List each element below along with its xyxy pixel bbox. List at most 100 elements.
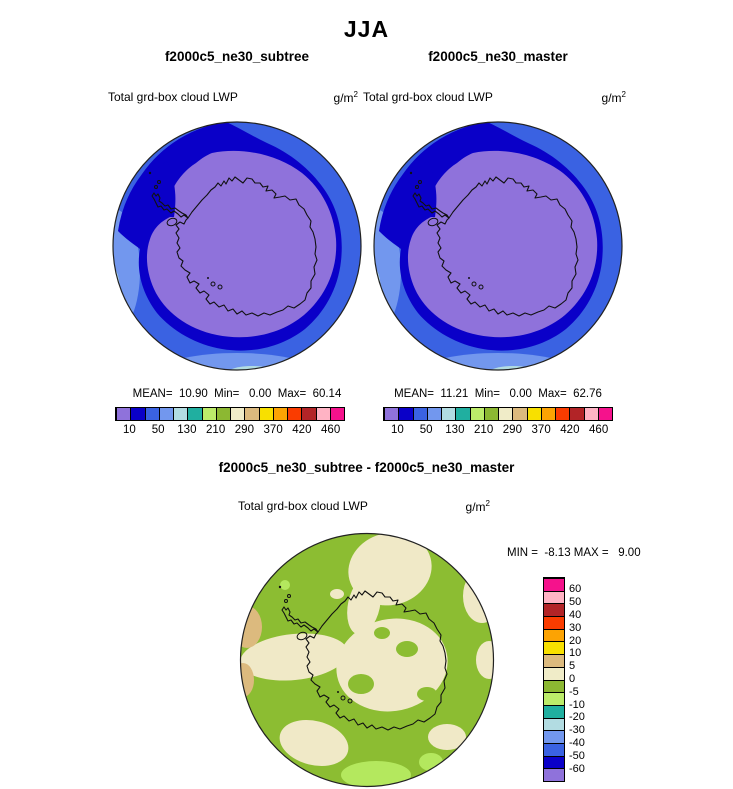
left-variable-line: Total grd-box cloud LWP g/m2: [108, 90, 358, 105]
colorbar-cell: [544, 578, 564, 591]
diff-units-label: g/m2: [465, 499, 490, 514]
colorbar-cell: [544, 666, 564, 680]
colorbar-cell: [512, 408, 527, 420]
colorbar-cell: [498, 408, 513, 420]
colorbar-tick-label: 10: [122, 424, 136, 436]
colorbar-tick-label: 40: [569, 608, 582, 621]
colorbar-tick-label: 20: [569, 634, 582, 647]
colorbar-tick-label: -5: [569, 685, 579, 698]
diff-variable-label: Total grd-box cloud LWP: [238, 499, 368, 513]
colorbar-diff: [543, 577, 565, 782]
colorbar-tick-label: 0: [569, 672, 576, 685]
colorbar-cell: [555, 408, 570, 420]
colorbar-tick-label: -40: [569, 736, 585, 749]
diff-minmax-line: MIN = -8.13 MAX = 9.00: [507, 547, 641, 559]
colorbar-cell: [187, 408, 202, 420]
colorbar-cell: [544, 742, 564, 756]
colorbar-tick-label: 10: [390, 424, 404, 436]
colorbar-tick-label: 50: [419, 424, 433, 436]
colorbar-tick-label: 290: [502, 424, 522, 436]
colorbar-cell: [544, 768, 564, 781]
colorbar-left: [115, 407, 345, 421]
colorbar-tick-label: 60: [569, 583, 582, 596]
colorbar-cell: [544, 704, 564, 718]
left-units-label: g/m2: [333, 90, 358, 105]
colorbar-tick-label: -30: [569, 724, 585, 737]
colorbar-cell: [469, 408, 484, 420]
colorbar-cell: [258, 408, 273, 420]
colorbar-tick-label: 420: [292, 424, 312, 436]
colorbar-tick-label: 370: [531, 424, 551, 436]
colorbar-tick-label: 5: [569, 660, 576, 673]
right-run-title: f2000c5_ne30_master: [428, 49, 568, 64]
colorbar-cell: [544, 755, 564, 769]
colorbar-cell: [244, 408, 259, 420]
colorbar-tick-label: 130: [445, 424, 465, 436]
colorbar-tick-label: 50: [151, 424, 165, 436]
colorbar-tick-label: 460: [589, 424, 609, 436]
colorbar-cell: [144, 408, 159, 420]
colorbar-cell: [544, 628, 564, 642]
colorbar-cell: [483, 408, 498, 420]
colorbar-cell: [173, 408, 188, 420]
colorbar-tick-label: -50: [569, 749, 585, 762]
colorbar-cell: [544, 603, 564, 617]
map-diff-lwp: [239, 532, 495, 788]
colorbar-cell: [116, 408, 131, 420]
right-variable-label: Total grd-box cloud LWP: [363, 90, 493, 104]
left-run-title: f2000c5_ne30_subtree: [164, 49, 310, 64]
colorbar-tick-label: 460: [321, 424, 341, 436]
colorbar-tick-label: 50: [569, 596, 582, 609]
colorbar-cell: [540, 408, 555, 420]
colorbar-cell: [441, 408, 456, 420]
season-title: JJA: [343, 16, 390, 42]
colorbar-tick-label: 210: [474, 424, 494, 436]
colorbar-cell: [544, 692, 564, 705]
colorbar-cell: [412, 408, 427, 420]
colorbar-tick-label: 30: [569, 621, 582, 634]
colorbar-tick-label: 130: [177, 424, 197, 436]
colorbar-tick-label: -60: [569, 762, 585, 775]
colorbar-tick-label: 10: [569, 647, 582, 660]
colorbar-cell: [597, 408, 612, 420]
colorbar-cell: [315, 408, 330, 420]
colorbar-cell: [544, 616, 564, 629]
colorbar-tick-label: -10: [569, 698, 585, 711]
colorbar-cell: [287, 408, 302, 420]
colorbar-cell: [526, 408, 541, 420]
colorbar-tick-label: 290: [234, 424, 254, 436]
colorbar-cell: [544, 590, 564, 604]
colorbar-cell: [158, 408, 173, 420]
colorbar-tick-label: 210: [206, 424, 226, 436]
colorbar-cell: [301, 408, 316, 420]
colorbar-cell: [544, 679, 564, 693]
colorbar-cell: [544, 730, 564, 743]
right-units-label: g/m2: [601, 90, 626, 105]
colorbar-cell: [201, 408, 216, 420]
right-variable-line: Total grd-box cloud LWP g/m2: [363, 90, 626, 105]
left-variable-label: Total grd-box cloud LWP: [108, 90, 238, 104]
colorbar-cell: [426, 408, 441, 420]
colorbar-tick-label: 420: [560, 424, 580, 436]
colorbar-tick-label: -20: [569, 711, 585, 724]
colorbar-tick-label: 370: [263, 424, 283, 436]
colorbar-cell: [455, 408, 470, 420]
colorbar-cell: [544, 654, 564, 667]
colorbar-cell: [544, 641, 564, 655]
colorbar-cell: [130, 408, 145, 420]
map-left-lwp: [112, 121, 362, 371]
colorbar-cell: [544, 717, 564, 731]
colorbar-left-ticks: 10 50 130 210 290 370 420 460: [115, 424, 345, 436]
colorbar-cell: [569, 408, 584, 420]
diff-variable-line: Total grd-box cloud LWP g/m2: [238, 499, 490, 514]
colorbar-cell: [215, 408, 230, 420]
colorbar-cell: [384, 408, 399, 420]
colorbar-cell: [398, 408, 413, 420]
colorbar-cell: [272, 408, 287, 420]
colorbar-cell: [329, 408, 344, 420]
right-stats-line: MEAN= 11.21 Min= 0.00 Max= 62.76: [394, 388, 602, 400]
map-right-lwp: [373, 121, 623, 371]
colorbar-diff-ticks: 60 50 40 30 20 10 5 0 -5 -10 -20 -30 -40 -50 -60: [569, 583, 599, 775]
left-stats-line: MEAN= 10.90 Min= 0.00 Max= 60.14: [132, 388, 342, 400]
